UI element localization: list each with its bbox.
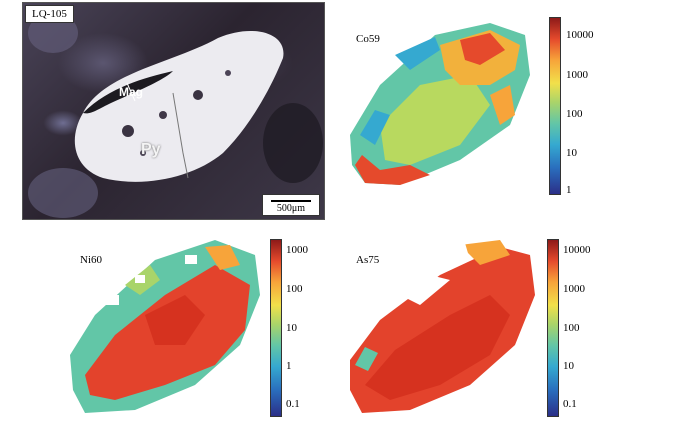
co59-tick-1000: 1000 [566, 69, 588, 81]
ni60-heatmap [70, 240, 260, 413]
scale-bar-line [271, 200, 311, 202]
scale-bar-label: 500μm [276, 203, 306, 214]
sample-label: LQ-105 [25, 5, 74, 23]
as75-map [340, 235, 540, 415]
ni60-tick-0.1: 0.1 [286, 398, 300, 410]
co59-tick-1: 1 [566, 184, 572, 196]
co59-tick-10: 10 [566, 147, 577, 159]
reflected-light-micrograph: LQ-105 Mag Py 500μm [22, 2, 325, 220]
ni60-colorbar [270, 239, 282, 417]
co59-tick-100: 100 [566, 108, 583, 120]
ni60-tick-1000: 1000 [286, 244, 308, 256]
pyrite-label: Py [141, 141, 161, 158]
co59-map [340, 15, 540, 195]
co59-colorbar [549, 17, 561, 195]
scale-bar: 500μm [262, 194, 320, 216]
co59-title: Co59 [356, 33, 380, 45]
ni60-map [65, 235, 265, 415]
ni60-tick-10: 10 [286, 322, 297, 334]
as75-tick-1000: 1000 [563, 283, 585, 295]
micrograph-image [28, 13, 323, 218]
as75-tick-10000: 10000 [563, 244, 591, 256]
as75-title: As75 [356, 254, 380, 266]
as75-tick-100: 100 [563, 322, 580, 334]
ni60-tick-100: 100 [286, 283, 303, 295]
ni60-tick-1: 1 [286, 360, 292, 372]
ni60-title: Ni60 [80, 254, 102, 266]
as75-heatmap [350, 240, 535, 413]
as75-colorbar [547, 239, 559, 417]
co59-tick-10000: 10000 [566, 29, 594, 41]
as75-tick-0.1: 0.1 [563, 398, 577, 410]
co59-heatmap [350, 23, 530, 185]
as75-tick-10: 10 [563, 360, 574, 372]
magnetite-label: Mag [119, 85, 143, 99]
